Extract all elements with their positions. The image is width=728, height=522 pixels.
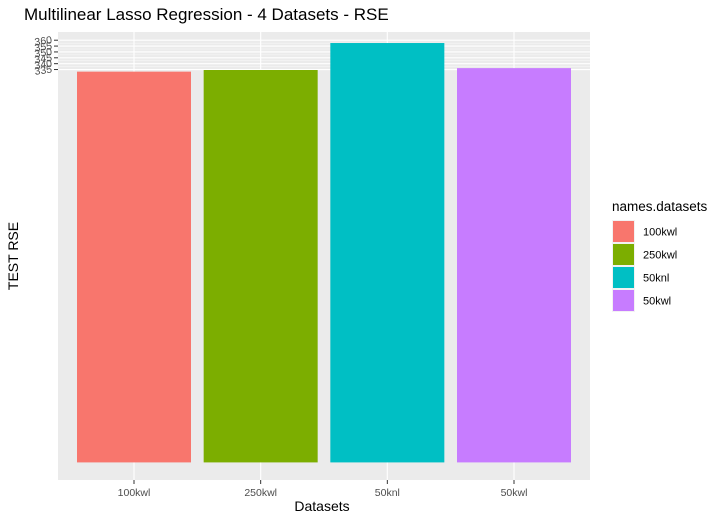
legend-title: names.datasets: [612, 199, 708, 214]
legend: names.datasets 100kwl 250kwl 50knl 50kwl: [612, 199, 708, 312]
legend-swatch-100kwl: [613, 221, 634, 242]
bar-50knl: [330, 43, 445, 463]
bar-100kwl: [77, 71, 191, 463]
legend-swatch-250kwl: [613, 244, 634, 265]
x-tick-label: 50kwl: [501, 487, 528, 499]
x-tick-label: 250kwl: [244, 487, 277, 499]
legend-label: 250kwl: [643, 250, 677, 262]
y-tick-label: 355: [34, 40, 53, 54]
chart-title: Multilinear Lasso Regression - 4 Dataset…: [24, 5, 389, 24]
legend-swatch-50knl: [613, 267, 634, 288]
bar-250kwl: [203, 69, 318, 463]
legend-swatch-50kwl: [613, 290, 634, 311]
y-axis-title: TEST RSE: [5, 222, 21, 290]
x-axis: 100kwl 250kwl 50knl 50kwl: [118, 480, 528, 499]
legend-label: 50knl: [643, 273, 669, 285]
y-tick-label: 340: [34, 58, 53, 72]
x-tick-label: 100kwl: [118, 487, 151, 499]
y-tick-label: 335: [34, 64, 53, 78]
bars: [77, 43, 571, 463]
bar-50kwl: [457, 68, 571, 463]
legend-label: 100kwl: [643, 227, 677, 239]
x-tick-label: 50knl: [375, 487, 400, 499]
y-tick-label: 360: [34, 34, 53, 48]
y-tick-label: 345: [34, 52, 53, 66]
minor-gridlines: [58, 42, 590, 67]
y-tick-label: 350: [34, 46, 53, 60]
legend-label: 50kwl: [643, 296, 671, 308]
x-axis-title: Datasets: [294, 498, 349, 514]
